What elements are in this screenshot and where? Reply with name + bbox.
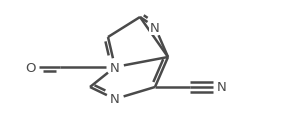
- Text: N: N: [217, 81, 227, 94]
- Text: N: N: [110, 93, 120, 106]
- Text: N: N: [110, 61, 120, 74]
- Text: N: N: [150, 21, 160, 34]
- Text: O: O: [25, 61, 35, 74]
